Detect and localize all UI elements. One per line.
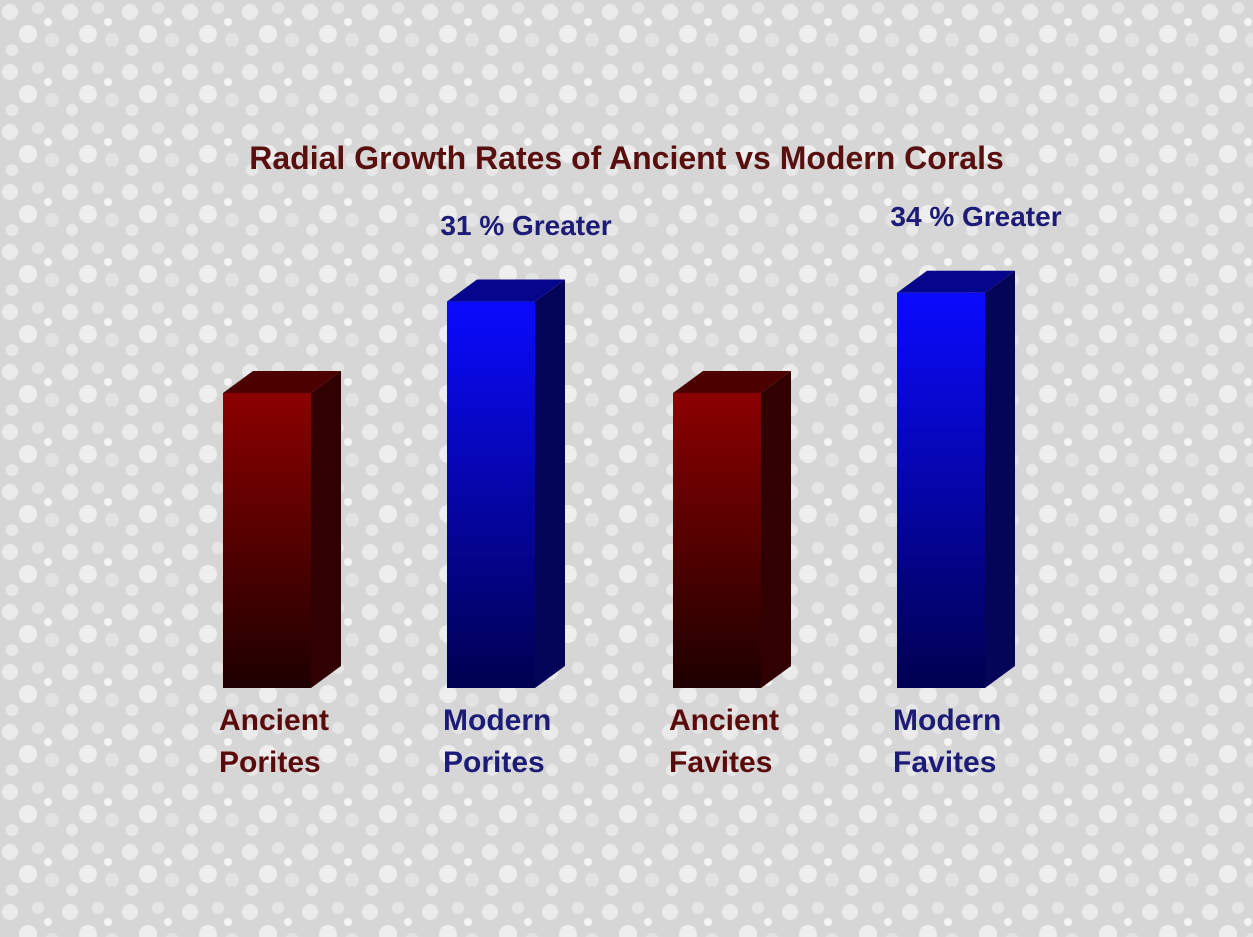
bar-side xyxy=(535,279,565,688)
bar xyxy=(447,279,565,688)
bar xyxy=(897,270,1015,688)
chart-title: Radial Growth Rates of Ancient vs Modern… xyxy=(249,140,1004,176)
bar-top xyxy=(447,279,565,302)
x-tick-label: Modern Porites xyxy=(443,704,552,779)
bar-side xyxy=(985,270,1015,688)
x-tick-label: Ancient Favites xyxy=(669,704,780,779)
bar-side xyxy=(311,371,341,688)
bar xyxy=(673,371,791,688)
bar-front xyxy=(223,393,311,688)
annotation: 34 % Greater xyxy=(890,200,1062,232)
bar-top xyxy=(673,371,791,393)
bar xyxy=(223,371,341,688)
bar-front xyxy=(447,301,535,688)
bar-side xyxy=(761,371,791,688)
bar-front xyxy=(673,393,761,688)
x-tick-label: Modern Favites xyxy=(893,704,1002,779)
bar-top xyxy=(223,371,341,393)
annotation: 31 % Greater xyxy=(440,209,612,241)
bar-front xyxy=(897,292,985,688)
x-tick-label: Ancient Porites xyxy=(219,704,330,779)
bar-top xyxy=(897,270,1015,293)
